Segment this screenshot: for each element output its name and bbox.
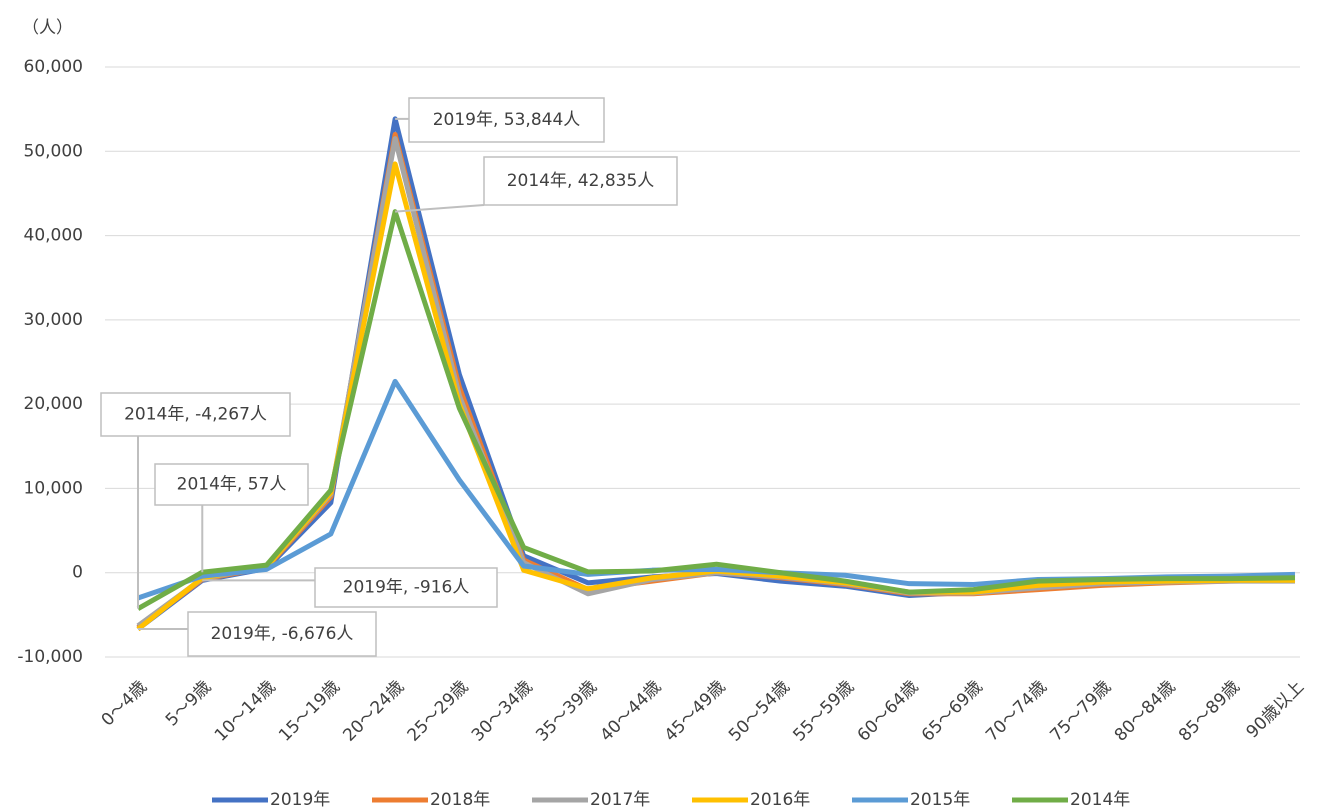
x-tick-label: 70～74歳 <box>982 677 1051 746</box>
series-line <box>136 161 1295 632</box>
x-tick-label: 35～39歳 <box>532 677 601 746</box>
data-label: 2019年, -916人 <box>343 578 470 598</box>
data-label: 2014年, 57人 <box>177 475 287 495</box>
legend-label: 2014年 <box>1070 790 1130 810</box>
legend-label: 2016年 <box>750 790 810 810</box>
callout-leader <box>395 204 485 213</box>
y-tick-label: 30,000 <box>24 310 83 330</box>
x-tick-label: 90歳以上 <box>1243 677 1309 743</box>
y-tick-label: 50,000 <box>24 141 83 161</box>
legend-label: 2017年 <box>590 790 650 810</box>
series-line <box>136 116 1296 631</box>
data-label: 2019年, -6,676人 <box>211 624 354 644</box>
x-tick-label: 40～44歳 <box>597 677 666 746</box>
series-line <box>136 136 1295 628</box>
x-tick-label: 20～24歳 <box>339 677 408 746</box>
callout-box <box>154 463 309 506</box>
series-line <box>136 131 1296 630</box>
y-tick-label: 0 <box>72 563 83 583</box>
legend-label: 2018年 <box>430 790 490 810</box>
x-tick-label: 25～29歳 <box>404 677 473 746</box>
series-line <box>136 209 1296 611</box>
callout-box <box>408 97 605 143</box>
x-tick-label: 60～64歳 <box>854 677 923 746</box>
x-tick-label: 50～54歳 <box>725 677 794 746</box>
data-label: 2019年, 53,844人 <box>433 110 581 130</box>
y-tick-label: 60,000 <box>24 57 83 77</box>
x-tick-label: 30～34歳 <box>468 677 537 746</box>
y-tick-label: 10,000 <box>24 478 83 498</box>
x-tick-label: 65～69歳 <box>918 677 987 746</box>
x-tick-label: 10～14歳 <box>211 677 280 746</box>
legend-label: 2015年 <box>910 790 970 810</box>
y-axis-label: （人） <box>22 18 73 38</box>
callout-box <box>314 567 498 608</box>
x-tick-label: 15～19歳 <box>275 677 344 746</box>
x-tick-label: 0～4歳 <box>98 677 151 730</box>
x-tick-label: 80～84歳 <box>1111 677 1180 746</box>
x-tick-label: 5～9歳 <box>162 677 215 730</box>
x-tick-label: 45～49歳 <box>661 677 730 746</box>
callout-box <box>187 611 377 657</box>
x-tick-label: 75～79歳 <box>1046 677 1115 746</box>
y-tick-label: 40,000 <box>24 226 83 246</box>
x-tick-label: 55～59歳 <box>789 677 858 746</box>
callout-box <box>100 392 291 437</box>
data-label: 2014年, -4,267人 <box>124 405 267 425</box>
data-label: 2014年, 42,835人 <box>507 171 655 191</box>
y-tick-label: -10,000 <box>17 647 83 667</box>
callout-box <box>483 156 678 206</box>
y-tick-label: 20,000 <box>24 394 83 414</box>
x-tick-label: 85～89歳 <box>1175 677 1244 746</box>
legend-label: 2019年 <box>270 790 330 810</box>
